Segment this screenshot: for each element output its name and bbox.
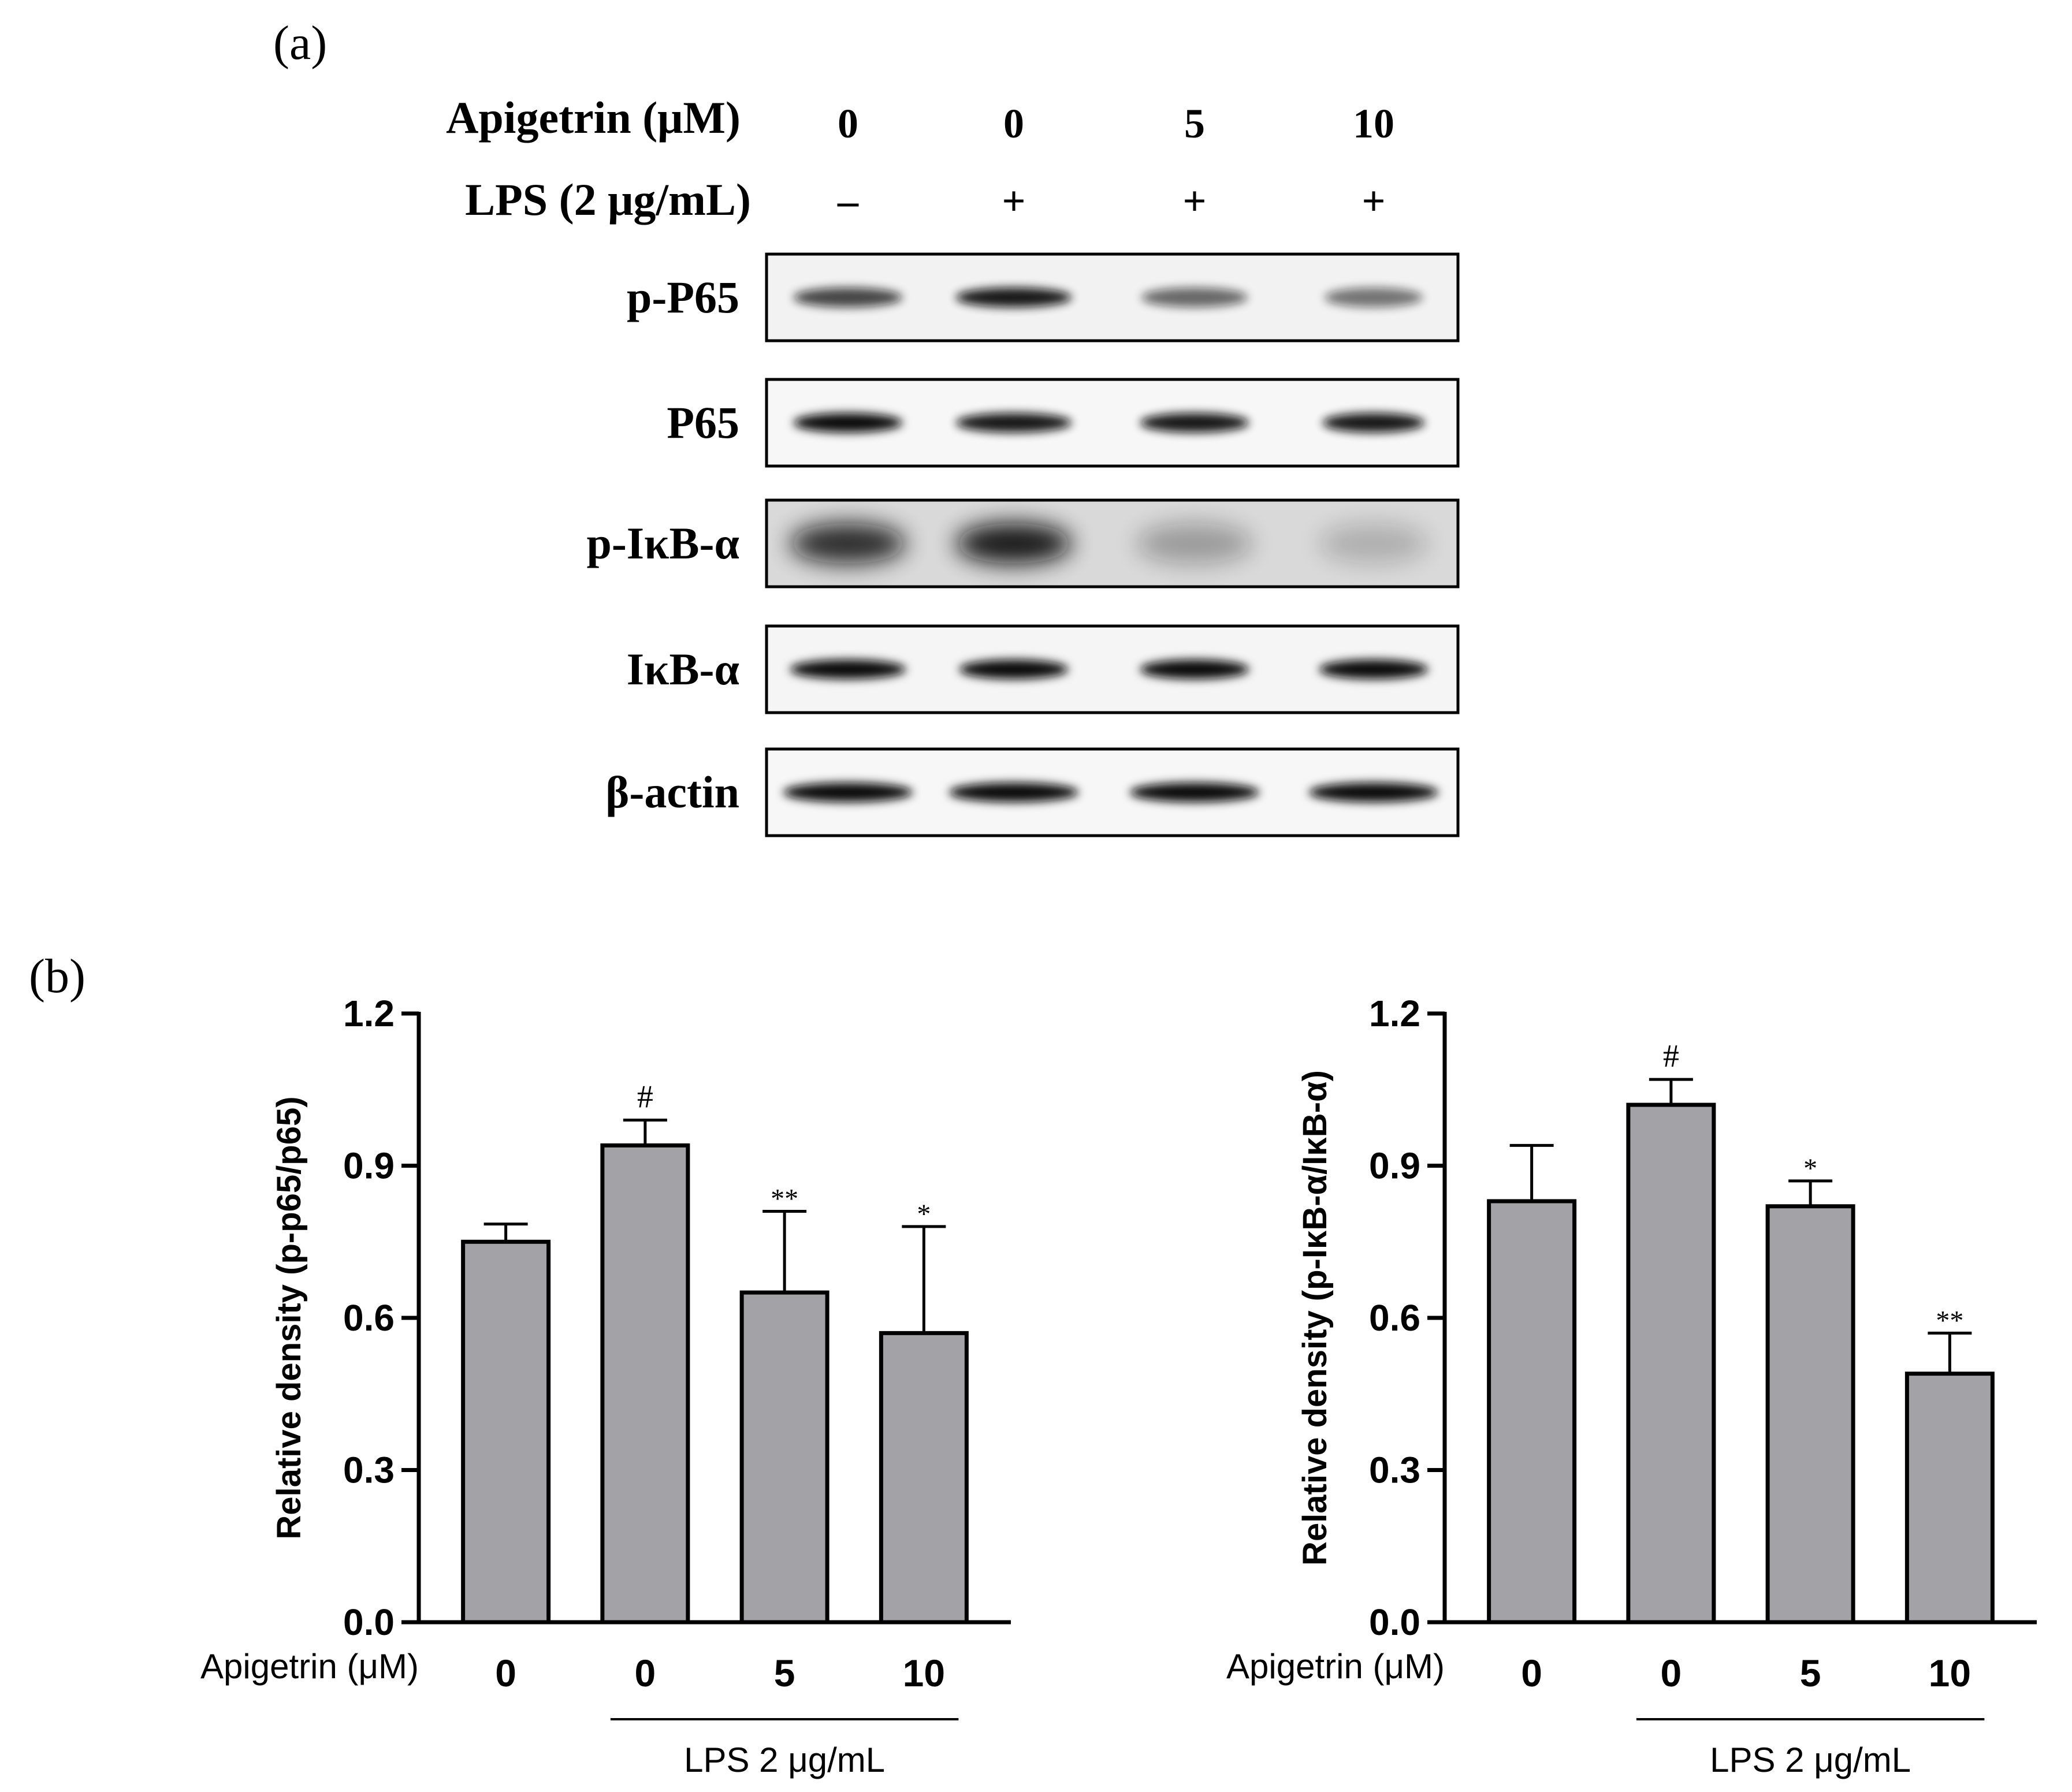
band-lane-1 [793, 413, 903, 433]
band-lane-2 [959, 660, 1069, 679]
x-axis-label: Apigetrin (μM) [200, 1647, 419, 1686]
y-tick-label: 0.0 [343, 1601, 395, 1643]
x-tick-label-2: 5 [1800, 1652, 1821, 1694]
band-lane-2 [955, 288, 1072, 307]
significance-2: * [1803, 1153, 1817, 1184]
blot-label: p-IκB-α [586, 518, 739, 568]
band-lane-2 [948, 783, 1079, 802]
band-lane-4 [1322, 413, 1425, 433]
x-tick-label-2: 5 [774, 1652, 795, 1694]
panel-a: (a) Apigetrin (μM) LPS (2 μg/mL) 0 0 5 10 –… [273, 16, 1460, 837]
blot-label: p-P65 [627, 272, 739, 322]
band-lane-3 [1129, 783, 1260, 802]
band-lane-3 [1140, 413, 1249, 433]
bar-0 [461, 1239, 551, 1625]
apigetrin-dose-2: 5 [1184, 100, 1205, 147]
panel-b-label: (b) [29, 949, 85, 1003]
lps-sign-3: + [1362, 178, 1385, 224]
chart-p65: Relative density (p-p65/p65) 0.0 0.3 0.6 0.9… [200, 993, 1011, 1779]
apigetrin-row-label: Apigetrin (μM) [446, 92, 741, 143]
x-tick-label-1: 0 [1661, 1652, 1682, 1694]
blot-label: IκB-α [627, 644, 739, 694]
band-lane-1 [783, 783, 913, 802]
bar-3 [879, 1331, 969, 1625]
x-tick-label-0: 0 [1521, 1652, 1542, 1694]
significance-1: # [1663, 1038, 1679, 1074]
x-tick-label-0: 0 [495, 1652, 516, 1694]
bar-0 [1487, 1199, 1577, 1625]
lps-sign-1: + [1002, 178, 1025, 224]
blot-label: P65 [667, 397, 739, 448]
chart-ikba: Relative density (p-IκB-α/IκB-α) 0.0 0.3 0.… [1226, 993, 2037, 1779]
band-lane-4 [1308, 783, 1439, 802]
band-lane-3 [1136, 523, 1253, 564]
significance-1: # [637, 1079, 653, 1115]
significance-2: ** [771, 1184, 798, 1214]
blot-4: IκB-α [627, 624, 1460, 714]
x-axis-label: Apigetrin (μM) [1226, 1647, 1445, 1686]
band-lane-2 [955, 413, 1072, 433]
panel-a-label: (a) [273, 16, 327, 70]
y-axis-label: Relative density (p-p65/p65) [270, 1096, 308, 1539]
y-tick-label: 0.6 [1369, 1297, 1420, 1339]
x-tick-label-3: 10 [903, 1652, 945, 1694]
band-lane-4 [1319, 660, 1429, 679]
bar-2 [739, 1290, 829, 1625]
band-lane-3 [1140, 660, 1249, 679]
blot-label: β-actin [605, 767, 739, 817]
y-tick-label: 0.3 [343, 1450, 395, 1491]
lps-row-label: LPS (2 μg/mL) [465, 174, 751, 225]
lps-sign-2: + [1182, 178, 1206, 224]
y-tick-label: 0.3 [1369, 1450, 1420, 1491]
bar-3 [1904, 1372, 1995, 1625]
band-lane-4 [1319, 523, 1429, 564]
bar-1 [1626, 1102, 1716, 1625]
band-lane-2 [955, 523, 1072, 564]
y-tick-label: 1.2 [1369, 993, 1420, 1034]
lps-sign-0: – [837, 178, 859, 224]
x-tick-label-1: 0 [635, 1652, 656, 1694]
apigetrin-dose-row: 0 0 5 10 [838, 100, 1394, 147]
panel-b: (b) [29, 949, 85, 1003]
band-lane-1 [790, 660, 906, 679]
bar-2 [1765, 1204, 1855, 1625]
group-label: LPS 2 μg/mL [684, 1741, 885, 1779]
blot-1: p-P65 [627, 252, 1460, 342]
x-tick-label-3: 10 [1929, 1652, 1971, 1694]
band-lane-1 [790, 523, 906, 564]
band-lane-4 [1325, 288, 1423, 307]
blot-2: P65 [667, 378, 1460, 468]
group-label: LPS 2 μg/mL [1710, 1741, 1911, 1779]
y-tick-label: 0.6 [343, 1297, 395, 1339]
apigetrin-dose-3: 10 [1353, 100, 1394, 147]
significance-3: ** [1936, 1305, 1963, 1336]
y-tick-label: 1.2 [343, 993, 395, 1034]
band-lane-1 [793, 288, 903, 307]
y-tick-label: 0.9 [1369, 1145, 1420, 1187]
significance-3: * [917, 1199, 931, 1230]
blot-3: p-IκB-α [586, 498, 1460, 588]
apigetrin-dose-0: 0 [838, 100, 858, 147]
lps-sign-row: – + + + [837, 178, 1386, 224]
y-tick-label: 0.9 [343, 1145, 395, 1187]
blot-5: β-actin [605, 747, 1460, 837]
apigetrin-dose-1: 0 [1003, 100, 1024, 147]
y-tick-label: 0.0 [1369, 1601, 1420, 1643]
bar-1 [600, 1143, 690, 1625]
western-blots: p-P65 P65 p-IκB-α IκB-α β-actin [586, 252, 1460, 837]
band-lane-3 [1141, 288, 1248, 307]
y-axis-label: Relative density (p-IκB-α/IκB-α) [1296, 1070, 1334, 1566]
